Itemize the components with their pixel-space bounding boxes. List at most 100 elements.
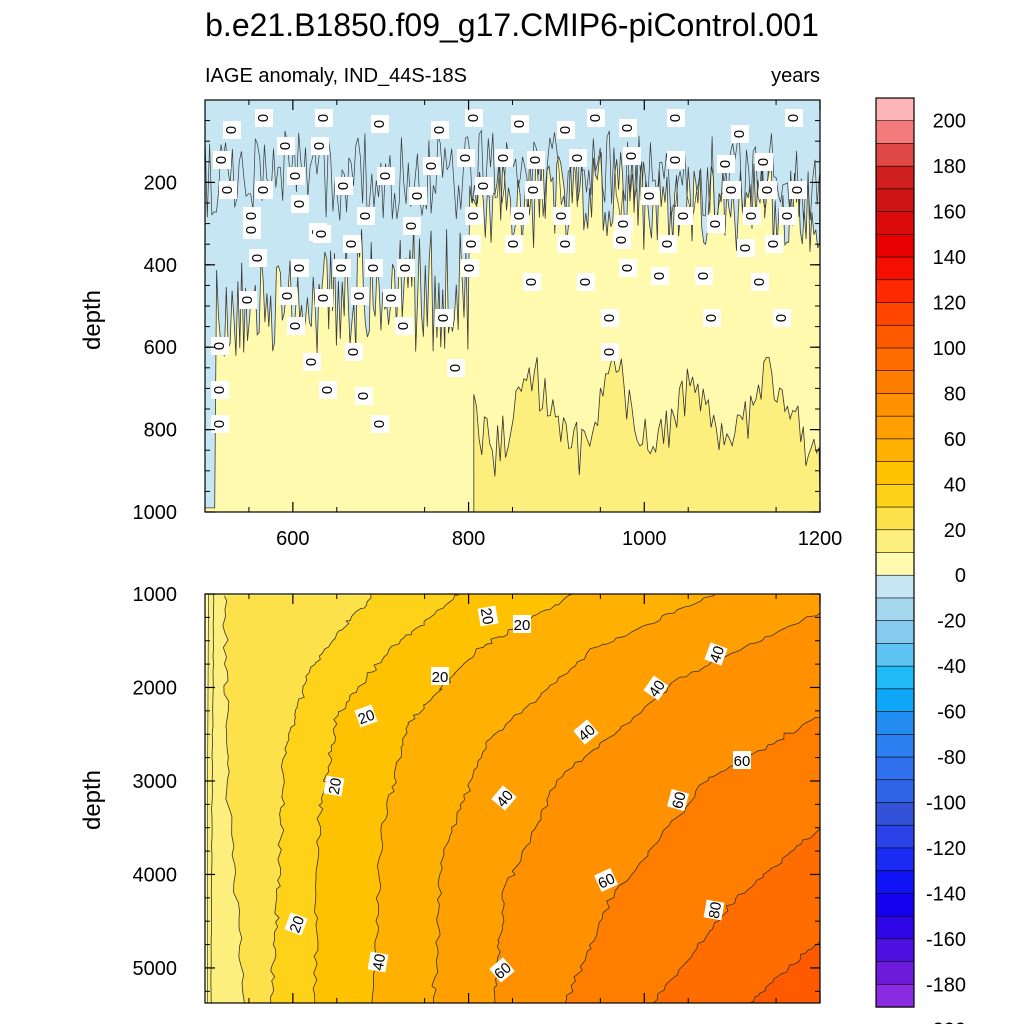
colorbar-label: 200 xyxy=(933,111,966,133)
upper-contour-label-text: 0 xyxy=(618,264,635,272)
upper-contour-label-bg xyxy=(403,217,421,235)
upper-contour-label: 0 xyxy=(600,343,619,361)
contour-line-50 xyxy=(431,594,716,1003)
upper-contour-label-text: 0 xyxy=(556,126,573,134)
colorbar-swatch xyxy=(875,620,915,645)
colorbar-swatch xyxy=(875,961,915,985)
upper-contour-label: 0 xyxy=(456,149,475,167)
x-tick-label: 800 xyxy=(452,528,485,550)
upper-contour-label: 0 xyxy=(754,153,773,171)
upper-contour-label-bg xyxy=(211,415,229,433)
upper-contour-label-text: 0 xyxy=(286,322,303,330)
upper-contour-label-bg xyxy=(213,151,231,169)
upper-y-tick-label: 1000 xyxy=(133,502,178,524)
lower-contour-label: 40 xyxy=(643,675,669,701)
upper-contour-label-bg xyxy=(335,177,353,195)
upper-contour-label-bg xyxy=(717,155,735,173)
lower-contour-label-bg xyxy=(594,868,618,892)
upper-contour-label: 0 xyxy=(402,217,421,235)
colorbar-swatch xyxy=(875,893,915,917)
upper-contour-label-text: 0 xyxy=(524,186,541,194)
contour-line-80 xyxy=(652,828,820,1003)
upper-contour-label-text: 0 xyxy=(600,348,617,356)
upper-contour-label-text: 0 xyxy=(764,240,781,248)
upper-contour-label-bg xyxy=(409,187,427,205)
upper-contour-label-bg xyxy=(523,273,541,291)
upper-contour-label: 0 xyxy=(242,207,261,225)
upper-contour-label: 0 xyxy=(666,151,685,169)
lower-y-tick-label: 3000 xyxy=(133,771,178,793)
upper-contour-label: 0 xyxy=(742,207,761,225)
upper-contour-label-bg xyxy=(569,149,587,167)
lower-contour-label: 60 xyxy=(594,868,618,893)
upper-contour-label-text: 0 xyxy=(650,272,667,280)
colorbar-swatch xyxy=(875,915,915,940)
upper-contour-label-text: 0 xyxy=(614,220,631,228)
upper-contour-label: 0 xyxy=(730,125,749,143)
upper-contour-label: 0 xyxy=(354,387,373,405)
upper-contour-label-text: 0 xyxy=(716,160,733,168)
colorbar-label: -200 xyxy=(926,1020,966,1024)
upper-contour-label: 0 xyxy=(356,207,375,225)
upper-contour-label-text: 0 xyxy=(278,292,295,300)
upper-contour-label-text: 0 xyxy=(344,348,361,356)
upper-contour-label-text: 0 xyxy=(276,142,293,150)
upper-contour-label-text: 0 xyxy=(254,114,271,122)
upper-contour-label-bg xyxy=(315,109,333,127)
colorbar-label: 160 xyxy=(933,202,966,224)
upper-contour-label-text: 0 xyxy=(622,152,639,160)
colorbar-label: 180 xyxy=(933,156,966,178)
lower-contour-label-bg xyxy=(573,719,599,745)
upper-contour-label: 0 xyxy=(370,115,389,133)
x-tick-label: 1000 xyxy=(622,528,667,550)
upper-contour-label-bg xyxy=(613,231,631,249)
upper-contour-label: 0 xyxy=(314,109,333,127)
upper-contour-label: 0 xyxy=(242,221,261,239)
upper-contour-label-bg xyxy=(397,259,415,277)
upper-contour-label-bg xyxy=(505,235,523,253)
upper-contour-label-text: 0 xyxy=(422,162,439,170)
upper-contour-label-bg xyxy=(723,181,741,199)
upper-contour-label: 0 xyxy=(494,149,513,167)
upper-contour-label: 0 xyxy=(286,317,305,335)
upper-contour-label-text: 0 xyxy=(364,264,381,272)
upper-contour-label-text: 0 xyxy=(576,278,593,286)
colorbar-swatch xyxy=(875,574,915,599)
upper-contour-label: 0 xyxy=(702,309,721,327)
upper-contour-label-text: 0 xyxy=(210,342,227,350)
upper-contour-label: 0 xyxy=(302,353,321,371)
upper-y-tick-label: 800 xyxy=(144,420,177,442)
colorbar-label: 40 xyxy=(944,474,966,496)
upper-contour-label-bg xyxy=(789,181,807,199)
upper-contour-label: 0 xyxy=(254,181,273,199)
upper-contour-label-bg xyxy=(243,221,261,239)
upper-contour-label-text: 0 xyxy=(666,114,683,122)
upper-contour-label-bg xyxy=(785,109,803,127)
colorbar-label: -100 xyxy=(926,793,966,815)
upper-contour-label: 0 xyxy=(460,259,479,277)
lower-contour-label-text: 20 xyxy=(514,617,531,634)
upper-contour-label: 0 xyxy=(344,343,363,361)
lower-contour-label-text: 20 xyxy=(287,914,309,935)
upper-contour-label: 0 xyxy=(784,109,803,127)
upper-contour-label-bg xyxy=(641,187,659,205)
colorbar-swatch xyxy=(875,143,915,167)
upper-contour-label-bg xyxy=(255,181,273,199)
upper-contour-label-text: 0 xyxy=(474,182,491,190)
contour-line-70 xyxy=(564,716,820,1003)
upper-contour-label-bg xyxy=(465,109,483,127)
upper-contour-label: 0 xyxy=(446,359,465,377)
upper-contour-label: 0 xyxy=(736,239,755,257)
lower-contour-label-text: 60 xyxy=(734,753,751,770)
upper-contour-label-text: 0 xyxy=(314,114,331,122)
upper-contour-label-text: 0 xyxy=(758,186,775,194)
upper-contour-label-text: 0 xyxy=(552,212,569,220)
upper-contour-label-bg xyxy=(371,115,389,133)
upper-contour-label-text: 0 xyxy=(464,114,481,122)
upper-contour-label-bg xyxy=(511,115,529,133)
upper-contour-label-text: 0 xyxy=(666,156,683,164)
lower-y-tick-label: 5000 xyxy=(133,958,178,980)
lower-contour-label-bg xyxy=(491,785,517,811)
upper-contour-label-text: 0 xyxy=(370,420,387,428)
lower-contour-label-text: 60 xyxy=(595,870,617,892)
